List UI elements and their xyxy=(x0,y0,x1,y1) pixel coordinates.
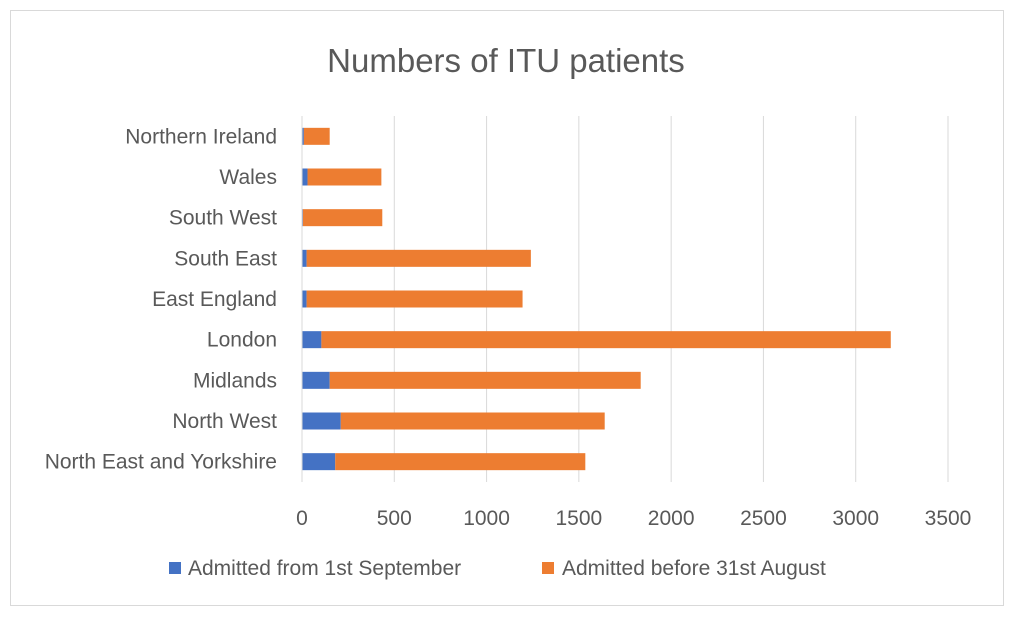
bar-from-sept xyxy=(302,412,341,430)
legend-swatch xyxy=(542,562,554,574)
category-label: North East and Yorkshire xyxy=(45,451,277,474)
category-label: London xyxy=(207,329,277,352)
bar-before-aug xyxy=(302,209,383,227)
bar-before-aug xyxy=(306,290,523,308)
x-tick-label: 2000 xyxy=(648,507,695,530)
bar-before-aug xyxy=(321,331,891,349)
bars xyxy=(301,116,891,482)
bar-before-aug xyxy=(303,127,330,145)
category-label: South East xyxy=(174,247,277,270)
x-tick-label: 1000 xyxy=(463,507,510,530)
chart-frame xyxy=(10,10,1004,606)
bar-from-sept xyxy=(302,168,308,186)
x-tick-label: 1500 xyxy=(555,507,602,530)
x-tick-label: 0 xyxy=(296,507,308,530)
bar-before-aug xyxy=(329,371,641,389)
category-labels: North East and Yorkshire North West Midlan… xyxy=(45,125,277,473)
x-tick-label: 3500 xyxy=(925,507,972,530)
category-label: North West xyxy=(172,410,277,433)
category-label: Northern Ireland xyxy=(125,125,277,148)
x-tick-labels: 0 500 1000 1500 2000 2500 3000 3500 xyxy=(296,507,971,530)
legend-swatch xyxy=(169,562,181,574)
legend: Admitted from 1st September Admitted befo… xyxy=(169,557,826,580)
chart-title: Numbers of ITU patients xyxy=(327,42,685,79)
x-tick-label: 3000 xyxy=(832,507,879,530)
category-label: Wales xyxy=(219,166,277,189)
bar-before-aug xyxy=(340,412,605,430)
category-label: East England xyxy=(152,288,277,311)
legend-label: Admitted from 1st September xyxy=(188,557,461,580)
bar-from-sept xyxy=(302,290,307,308)
legend-label: Admitted before 31st August xyxy=(562,557,826,580)
bar-from-sept xyxy=(302,371,330,389)
bar-from-sept xyxy=(302,331,322,349)
x-tick-label: 500 xyxy=(377,507,412,530)
category-label: Midlands xyxy=(193,369,277,392)
x-tick-label: 2500 xyxy=(740,507,787,530)
bar-before-aug xyxy=(335,453,586,471)
bar-from-sept xyxy=(302,127,304,145)
bar-from-sept xyxy=(302,453,336,471)
bar-before-aug xyxy=(307,168,382,186)
bar-from-sept xyxy=(302,249,307,267)
category-label: South West xyxy=(169,207,277,230)
bar-before-aug xyxy=(306,249,531,267)
